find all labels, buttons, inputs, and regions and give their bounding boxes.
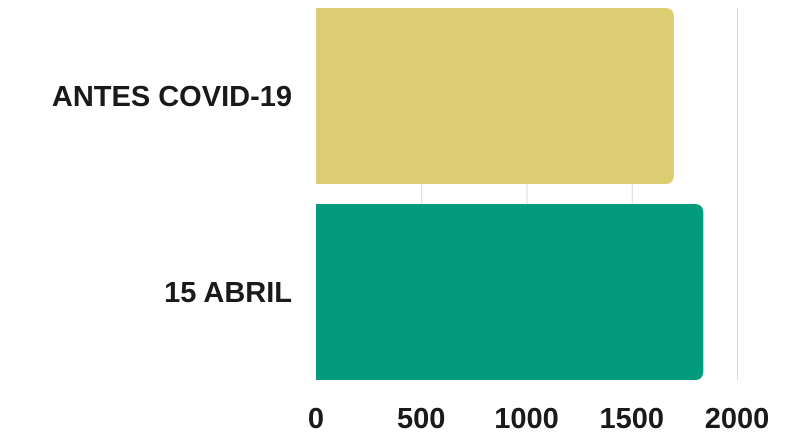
bars	[316, 8, 704, 380]
bar-0	[316, 8, 674, 184]
x-tick-label-0: 0	[308, 403, 324, 432]
category-label-1: 15 ABRIL	[164, 277, 292, 309]
x-axis-tick-labels: 0 500 1000 1500 2000	[308, 403, 769, 432]
bar-1	[316, 204, 704, 380]
x-tick-label-4: 2000	[705, 403, 770, 432]
x-tick-label-3: 1500	[599, 403, 664, 432]
x-tick-label-1: 500	[397, 403, 445, 432]
category-labels: ANTES COVID-19 15 ABRIL	[52, 81, 292, 309]
x-tick-label-2: 1000	[494, 403, 559, 432]
category-label-0: ANTES COVID-19	[52, 81, 292, 113]
